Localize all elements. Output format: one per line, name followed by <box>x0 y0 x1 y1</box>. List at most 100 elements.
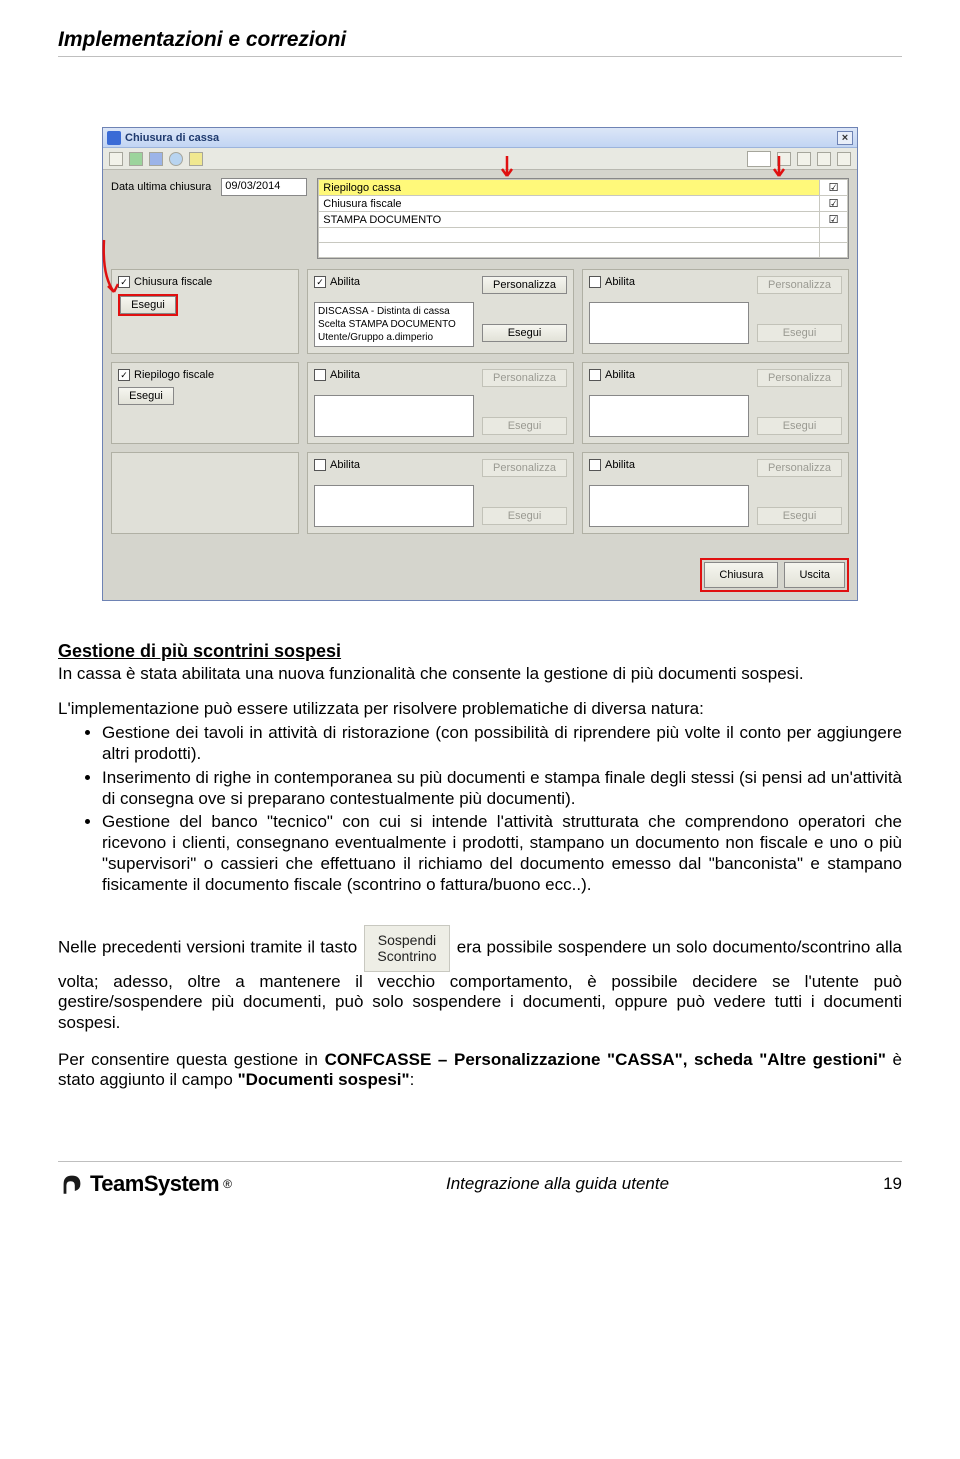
panel-label: Riepilogo fiscale <box>134 369 214 381</box>
toolbar-icon[interactable] <box>189 152 203 166</box>
panel-abilita-disabled: Abilita Personalizza Esegui <box>582 269 849 354</box>
list-item-checkbox[interactable]: ☑ <box>820 212 848 228</box>
help-icon[interactable] <box>169 152 183 166</box>
date-label: Data ultima chiusura <box>111 178 211 259</box>
panel-abilita-disabled: Abilita Personalizza Esegui <box>307 452 574 534</box>
personalizza-button: Personalizza <box>482 369 567 387</box>
list-item: Inserimento di righe in contemporanea su… <box>102 768 902 809</box>
abilita-label: Abilita <box>605 276 635 288</box>
list-item-checkbox[interactable]: ☑ <box>820 180 848 196</box>
button-label: Sospendi <box>378 932 436 948</box>
text-fragment: Per consentire questa gestione in <box>58 1050 325 1069</box>
registered-icon: ® <box>223 1177 232 1191</box>
footer-center-text: Integrazione alla guida utente <box>446 1174 669 1194</box>
chiusura-button[interactable]: Chiusura <box>704 562 778 588</box>
list-item: Gestione del banco "tecnico" con cui si … <box>102 812 902 895</box>
document-body: Gestione di più scontrini sospesi In cas… <box>58 641 902 1091</box>
window-title: Chiusura di cassa <box>125 132 837 144</box>
checkbox[interactable]: ✓ <box>118 369 130 381</box>
personalizza-button[interactable]: Personalizza <box>482 276 567 294</box>
esegui-button: Esegui <box>757 507 842 525</box>
window-icon <box>107 131 121 145</box>
uscita-button[interactable]: Uscita <box>784 562 845 588</box>
panel-empty <box>111 452 299 534</box>
text-bold: CONFCASSE – Personalizzazione "CASSA", s… <box>325 1050 886 1069</box>
toolbar-icon[interactable] <box>837 152 851 166</box>
paragraph-sospendi: Nelle precedenti versioni tramite il tas… <box>58 925 902 1033</box>
esegui-button: Esegui <box>757 324 842 342</box>
text-fragment: Nelle precedenti versioni tramite il tas… <box>58 938 357 957</box>
window-footer: Chiusura Uscita <box>103 550 857 600</box>
toolbar-icon[interactable] <box>129 152 143 166</box>
red-arrow-icon <box>100 236 124 303</box>
logo-icon <box>58 1170 86 1198</box>
screenshot-window: Chiusura di cassa × Data ultima chiusura <box>102 127 858 601</box>
page-number: 19 <box>883 1174 902 1194</box>
checkbox[interactable] <box>314 459 326 471</box>
window-titlebar: Chiusura di cassa × <box>103 128 857 148</box>
list-item-label[interactable]: Riepilogo cassa <box>319 180 820 196</box>
personalizza-button: Personalizza <box>757 276 842 294</box>
list-item-label[interactable]: STAMPA DOCUMENTO <box>319 212 820 228</box>
page-title: Implementazioni e correzioni <box>58 28 902 52</box>
panel-abilita-disabled: Abilita Personalizza Esegui <box>307 362 574 444</box>
abilita-label: Abilita <box>605 369 635 381</box>
toolbar-icon[interactable] <box>109 152 123 166</box>
checkbox[interactable]: ✓ <box>314 276 326 288</box>
brand-logo: TeamSystem ® <box>58 1170 232 1198</box>
section-title: Gestione di più scontrini sospesi <box>58 641 902 662</box>
abilita-label: Abilita <box>330 369 360 381</box>
esegui-button[interactable]: Esegui <box>118 387 174 405</box>
list-item-label[interactable]: Chiusura fiscale <box>319 196 820 212</box>
red-arrow-icon <box>497 154 517 184</box>
config-textlist <box>589 302 749 344</box>
panel-chiusura-fiscale: ✓Chiusura fiscale Esegui <box>111 269 299 354</box>
page-footer: TeamSystem ® Integrazione alla guida uten… <box>58 1161 902 1198</box>
config-textlist <box>314 485 474 527</box>
panel-abilita-disabled: Abilita Personalizza Esegui <box>582 362 849 444</box>
config-textlist <box>589 485 749 527</box>
sospendi-scontrino-button: Sospendi Scontrino <box>364 925 449 971</box>
checkbox[interactable] <box>589 369 601 381</box>
toolbar-icon[interactable] <box>797 152 811 166</box>
text-bold: "Documenti sospesi" <box>238 1070 410 1089</box>
config-textlist <box>314 395 474 437</box>
options-list[interactable]: Riepilogo cassa☑ Chiusura fiscale☑ STAMP… <box>317 178 849 259</box>
personalizza-button: Personalizza <box>757 369 842 387</box>
panel-abilita: ✓ Abilita DISCASSA - Distinta di cassa Sc… <box>307 269 574 354</box>
checkbox[interactable] <box>589 276 601 288</box>
checkbox[interactable] <box>314 369 326 381</box>
button-label: Scontrino <box>377 948 436 964</box>
intro-paragraph: In cassa è stata abilitata una nuova fun… <box>58 664 902 685</box>
red-arrow-icon <box>769 154 789 184</box>
bullet-list: Gestione dei tavoli in attività di risto… <box>58 723 902 895</box>
paragraph-confcasse: Per consentire questa gestione in CONFCA… <box>58 1050 902 1091</box>
brand-name: TeamSystem <box>90 1171 219 1197</box>
lead-paragraph: L'implementazione può essere utilizzata … <box>58 699 902 720</box>
esegui-button[interactable]: Esegui <box>120 296 176 314</box>
list-item-checkbox[interactable]: ☑ <box>820 196 848 212</box>
esegui-button: Esegui <box>482 417 567 435</box>
esegui-button: Esegui <box>482 507 567 525</box>
window-toolbar <box>103 148 857 170</box>
abilita-label: Abilita <box>330 276 360 288</box>
esegui-button[interactable]: Esegui <box>482 324 567 342</box>
personalizza-button: Personalizza <box>757 459 842 477</box>
toolbar-icon[interactable] <box>817 152 831 166</box>
abilita-label: Abilita <box>330 459 360 471</box>
config-textlist: DISCASSA - Distinta di cassa Scelta STAM… <box>314 302 474 347</box>
checkbox[interactable] <box>589 459 601 471</box>
list-item: Gestione dei tavoli in attività di risto… <box>102 723 902 764</box>
page-header: Implementazioni e correzioni <box>58 28 902 57</box>
close-icon[interactable]: × <box>837 131 853 145</box>
config-textlist <box>589 395 749 437</box>
abilita-label: Abilita <box>605 459 635 471</box>
toolbar-dropdown[interactable] <box>747 151 771 167</box>
panel-riepilogo-fiscale: ✓ Riepilogo fiscale Esegui <box>111 362 299 444</box>
panel-label: Chiusura fiscale <box>134 276 212 288</box>
date-field[interactable]: 09/03/2014 <box>221 178 307 196</box>
toolbar-icon[interactable] <box>149 152 163 166</box>
esegui-button: Esegui <box>757 417 842 435</box>
personalizza-button: Personalizza <box>482 459 567 477</box>
panel-abilita-disabled: Abilita Personalizza Esegui <box>582 452 849 534</box>
